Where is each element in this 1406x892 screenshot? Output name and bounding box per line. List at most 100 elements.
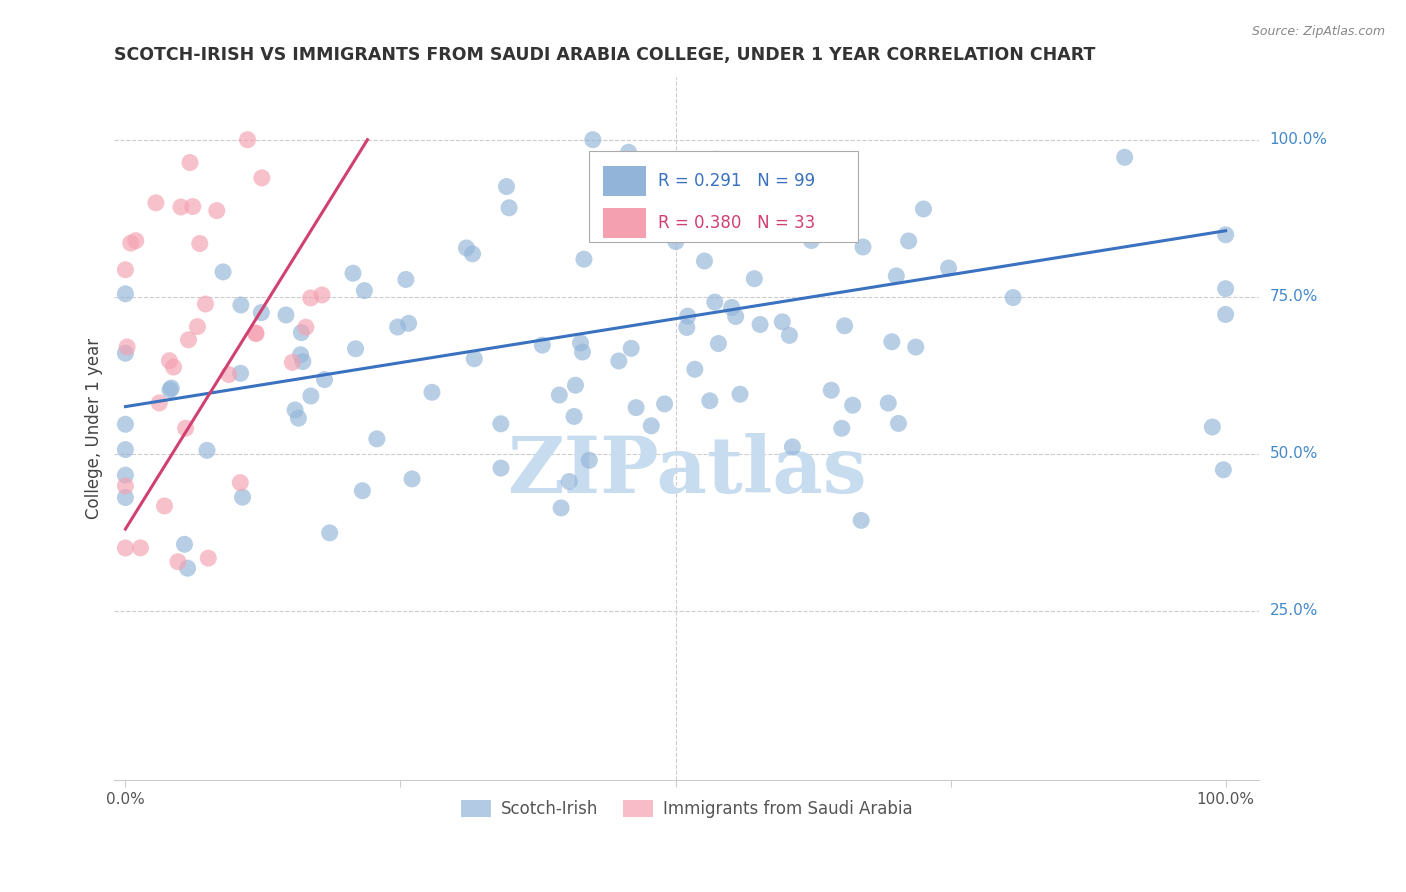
Bar — [603, 209, 647, 238]
Y-axis label: College, Under 1 year: College, Under 1 year — [86, 338, 103, 519]
Point — [291, 354, 314, 368]
Point — [250, 305, 273, 319]
Point — [120, 236, 142, 251]
Point — [564, 378, 586, 392]
Point — [170, 200, 193, 214]
Point — [159, 383, 181, 397]
Point — [1215, 308, 1237, 322]
Point — [912, 202, 935, 216]
Point — [489, 417, 512, 431]
Point — [578, 453, 600, 467]
Point — [693, 254, 716, 268]
Point — [229, 298, 252, 312]
Point — [571, 345, 593, 359]
Point — [342, 266, 364, 280]
Point — [887, 417, 910, 431]
Point — [114, 262, 136, 277]
Point — [820, 384, 842, 398]
Point — [704, 152, 727, 166]
Point — [498, 201, 520, 215]
Point — [624, 401, 647, 415]
Point — [232, 490, 254, 504]
Point — [831, 421, 853, 435]
Text: 50.0%: 50.0% — [1270, 446, 1317, 461]
Legend: Scotch-Irish, Immigrants from Saudi Arabia: Scotch-Irish, Immigrants from Saudi Arab… — [454, 793, 920, 825]
Point — [395, 272, 418, 286]
Point — [572, 252, 595, 267]
Point — [562, 409, 585, 424]
Point — [904, 340, 927, 354]
Point — [620, 342, 643, 356]
Bar — [603, 166, 647, 195]
Point — [205, 203, 228, 218]
Point — [880, 334, 903, 349]
Point — [181, 200, 204, 214]
Point — [167, 555, 190, 569]
Point — [676, 309, 699, 323]
Text: R = 0.291   N = 99: R = 0.291 N = 99 — [658, 172, 815, 190]
Point — [179, 155, 201, 169]
Point — [114, 479, 136, 493]
Text: 100.0%: 100.0% — [1270, 132, 1327, 147]
Point — [194, 297, 217, 311]
Point — [281, 355, 304, 369]
Point — [153, 499, 176, 513]
Point — [352, 483, 374, 498]
Point — [703, 295, 725, 310]
Point — [531, 338, 554, 352]
Point — [683, 362, 706, 376]
Text: ZIPatlas: ZIPatlas — [506, 433, 866, 508]
Point — [274, 308, 297, 322]
Point — [834, 318, 856, 333]
Text: Source: ZipAtlas.com: Source: ZipAtlas.com — [1251, 25, 1385, 38]
Point — [125, 234, 148, 248]
Point — [212, 265, 235, 279]
Point — [456, 241, 478, 255]
Text: 75.0%: 75.0% — [1270, 289, 1317, 304]
Point — [489, 461, 512, 475]
Point — [344, 342, 367, 356]
Point — [177, 333, 200, 347]
Point — [299, 389, 322, 403]
Text: 25.0%: 25.0% — [1270, 603, 1317, 618]
Point — [1201, 420, 1223, 434]
Point — [720, 301, 742, 315]
Point — [387, 320, 409, 334]
Point — [707, 336, 730, 351]
Point — [800, 234, 823, 248]
Point — [173, 537, 195, 551]
Point — [160, 381, 183, 395]
Point — [115, 340, 138, 354]
Point — [607, 354, 630, 368]
FancyBboxPatch shape — [589, 151, 858, 243]
Point — [420, 385, 443, 400]
Point — [145, 195, 167, 210]
Point — [353, 284, 375, 298]
Point — [728, 387, 751, 401]
Point — [1215, 227, 1237, 242]
Point — [229, 475, 252, 490]
Point — [782, 440, 804, 454]
Point — [1215, 282, 1237, 296]
Point — [159, 353, 181, 368]
Point — [314, 373, 336, 387]
Point — [114, 442, 136, 457]
Point — [851, 513, 873, 527]
Text: SCOTCH-IRISH VS IMMIGRANTS FROM SAUDI ARABIA COLLEGE, UNDER 1 YEAR CORRELATION C: SCOTCH-IRISH VS IMMIGRANTS FROM SAUDI AR… — [114, 46, 1095, 64]
Point — [463, 351, 485, 366]
Text: R = 0.380   N = 33: R = 0.380 N = 33 — [658, 214, 815, 232]
Point — [148, 396, 170, 410]
Point — [250, 170, 273, 185]
Point — [245, 326, 267, 341]
Point — [665, 235, 688, 249]
Point — [569, 335, 592, 350]
Point — [114, 417, 136, 432]
Point — [229, 366, 252, 380]
Point — [162, 359, 184, 374]
Point — [176, 561, 198, 575]
Point — [299, 291, 322, 305]
Point — [197, 551, 219, 566]
Point — [114, 541, 136, 555]
Point — [744, 271, 766, 285]
Point — [558, 475, 581, 489]
